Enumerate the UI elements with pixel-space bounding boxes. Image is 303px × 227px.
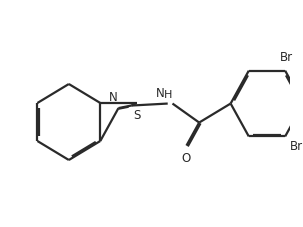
Text: Br: Br xyxy=(280,51,293,64)
Text: Br: Br xyxy=(290,141,303,153)
Text: N: N xyxy=(156,86,165,100)
Text: O: O xyxy=(182,152,191,165)
Text: N: N xyxy=(109,91,118,104)
Text: H: H xyxy=(164,89,172,100)
Text: S: S xyxy=(133,109,140,122)
